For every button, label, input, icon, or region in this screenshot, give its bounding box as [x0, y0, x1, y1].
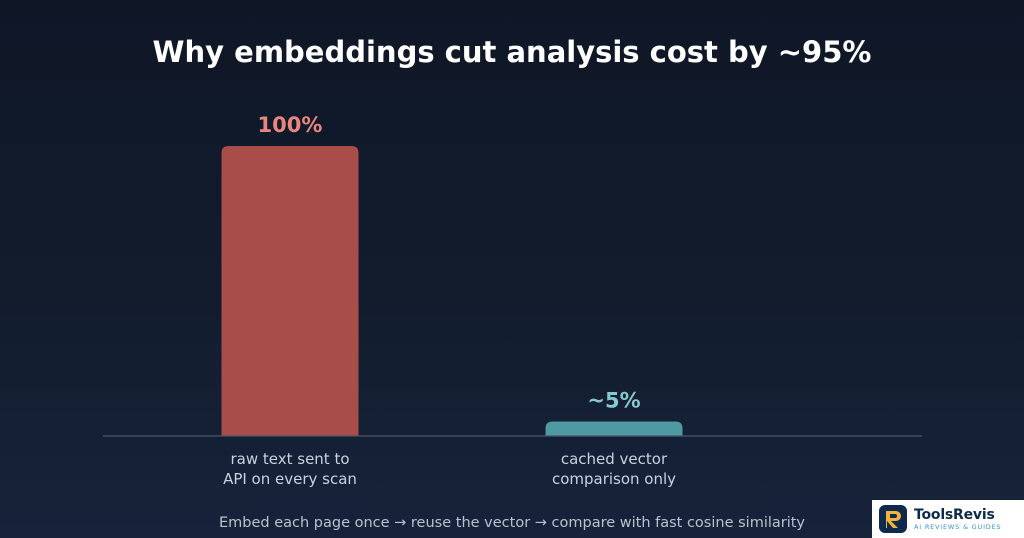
- category-label: cached vector comparison only: [552, 450, 676, 488]
- tools-revis-logo-icon: [879, 505, 907, 533]
- bars-layer: [221, 146, 683, 436]
- footnote: Embed each page once → reuse the vector …: [219, 515, 805, 531]
- bar-value-label: ~5%: [587, 389, 640, 413]
- labels-layer: 100% raw text sent to API on every scan ~5%…: [223, 113, 676, 488]
- bar: [545, 421, 683, 436]
- chart-title: Why embeddings cut analysis cost by ~95%: [153, 35, 872, 69]
- watermark: ToolsRevis AI REVIEWS & GUIDES: [872, 500, 1024, 538]
- category-label: raw text sent to API on every scan: [223, 450, 357, 488]
- bar-value-label: 100%: [258, 113, 323, 137]
- watermark-brand: ToolsRevis: [914, 506, 995, 523]
- watermark-tagline: AI REVIEWS & GUIDES: [914, 522, 1002, 531]
- bar: [221, 146, 359, 436]
